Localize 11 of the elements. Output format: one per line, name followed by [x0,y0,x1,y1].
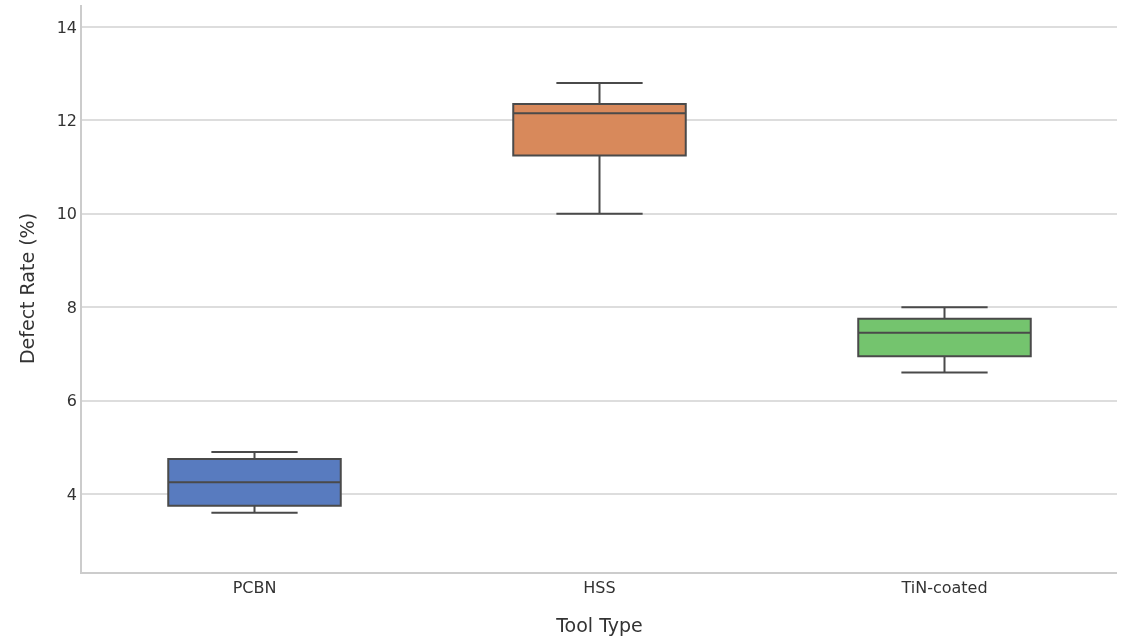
x-tick-label: HSS [583,577,616,597]
x-axis-title: Tool Type [555,614,643,636]
x-tick-label: PCBN [232,577,277,597]
y-tick-label: 12 [56,110,78,130]
y-tick-label: 14 [56,17,78,37]
y-axis-title: Defect Rate (%) [15,212,38,365]
y-tick-label: 8 [66,297,78,317]
y-tick-label: 10 [56,204,78,224]
x-tick-label: TiN-coated [900,577,988,597]
y-tick-label: 6 [66,391,78,411]
y-tick-label: 4 [66,484,78,504]
